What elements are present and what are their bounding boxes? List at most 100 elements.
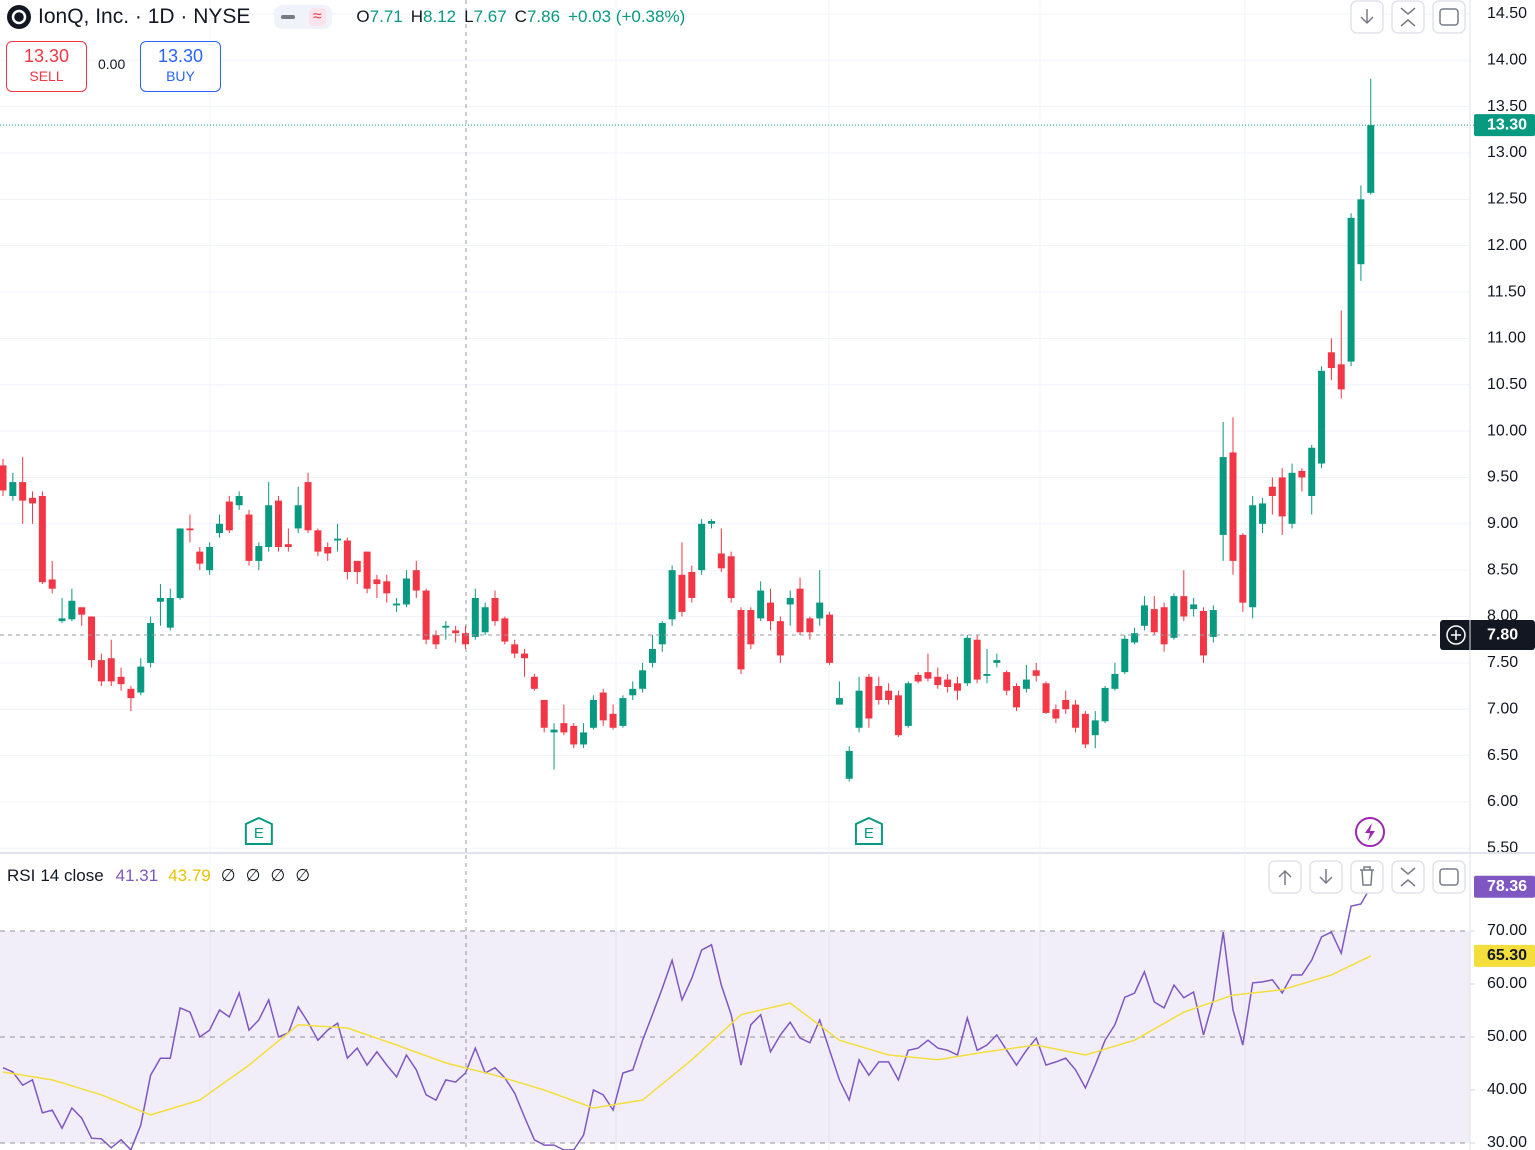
rsi-legend-value: 43.79: [168, 866, 211, 885]
rsi-legend-value: ∅: [270, 866, 286, 885]
y-tick-label: 6.00: [1487, 793, 1518, 810]
y-tick-label: 13.00: [1487, 144, 1527, 161]
candle-body: [835, 698, 843, 705]
y-tick-label: 13.50: [1487, 98, 1527, 115]
candle-body: [540, 699, 548, 728]
candle-body: [265, 505, 273, 547]
candle-body: [1140, 605, 1148, 626]
candle-body: [737, 610, 745, 670]
candle-body: [225, 501, 233, 531]
candle-body: [1091, 720, 1099, 736]
y-tick-label: 9.50: [1487, 469, 1518, 486]
y-tick-label: 14.50: [1487, 5, 1527, 22]
rsi-tick-label: 30.00: [1487, 1134, 1527, 1150]
candle-body: [186, 528, 194, 531]
candle-body: [914, 674, 922, 682]
candle-body: [1101, 687, 1109, 722]
candle-body: [1288, 472, 1296, 524]
candle-body: [255, 546, 263, 561]
candle-body: [924, 672, 932, 679]
candle-body: [1081, 713, 1089, 745]
y-tick-label: 12.50: [1487, 191, 1527, 208]
rsi-title[interactable]: RSI: [7, 866, 36, 885]
y-tick-label: 12.00: [1487, 237, 1527, 254]
rsi-line: [2, 886, 1372, 1150]
candle-body: [698, 523, 706, 571]
candle-body: [383, 581, 391, 594]
candle-body: [334, 538, 342, 541]
ohlc-value: 8.12: [423, 7, 457, 26]
candle-body: [1121, 638, 1129, 673]
candle-body: [117, 676, 125, 685]
candle-body: [1160, 607, 1168, 645]
candle-body: [816, 602, 824, 619]
candle-body: [904, 683, 912, 726]
ohlc-value: 7.71: [369, 7, 403, 26]
earnings-marker: [244, 816, 273, 845]
candle-body: [294, 505, 302, 529]
candle-body: [245, 514, 253, 561]
buy-label: BUY: [166, 68, 195, 84]
crosshair-plus: [1451, 630, 1461, 641]
candle-body: [235, 495, 243, 506]
candle-body: [196, 551, 204, 564]
candle-body: [412, 570, 420, 591]
ohlc-item: L7.67: [464, 7, 507, 27]
y-tick-label: 10.50: [1487, 376, 1527, 393]
candle-body: [1209, 610, 1217, 637]
candle-body: [1072, 704, 1080, 728]
candle-body: [461, 633, 469, 645]
candle-body: [747, 610, 755, 645]
candle-body: [422, 590, 430, 640]
candle-body: [9, 482, 17, 496]
price-box: [1474, 114, 1535, 137]
candle-body: [953, 683, 961, 691]
sell-button[interactable]: 13.30 SELL: [6, 41, 87, 92]
candle-body: [107, 658, 115, 682]
change: +0.03 (+0.38%): [568, 7, 686, 26]
ohlc-value: 7.67: [473, 7, 507, 26]
ohlc-item: H8.12: [411, 7, 456, 27]
candle-body: [1111, 673, 1119, 689]
candle-body: [452, 630, 460, 634]
candle-body: [580, 732, 588, 745]
candle-body: [1318, 370, 1326, 464]
candle-body: [678, 574, 686, 612]
candle-body: [0, 465, 7, 491]
rsi-legend-value: ∅: [220, 866, 236, 885]
candle-body: [1022, 679, 1030, 689]
candle-body: [166, 597, 174, 628]
earnings-label: E: [864, 825, 874, 842]
candle-body: [432, 635, 440, 645]
candle-body: [826, 614, 834, 663]
candle-body: [619, 698, 627, 726]
symbol-title[interactable]: IonQ, Inc. · 1D · NYSE: [38, 5, 251, 28]
y-tick-label: 9.00: [1487, 515, 1518, 532]
y-tick-label: 7.50: [1487, 654, 1518, 671]
candle-body: [1278, 477, 1286, 517]
candle-body: [29, 497, 37, 504]
candle-body: [1337, 364, 1345, 390]
candle-body: [1298, 470, 1306, 478]
candle-body: [757, 590, 765, 619]
candle-body: [19, 482, 27, 501]
last-value-box: [1474, 944, 1535, 967]
status-pill[interactable]: ≈: [274, 5, 333, 29]
candle-body: [215, 523, 223, 534]
candle-body: [343, 540, 351, 573]
candle-body: [206, 546, 214, 571]
buy-button[interactable]: 13.30 BUY: [140, 41, 221, 92]
candle-body: [875, 686, 883, 700]
candle-body: [363, 551, 371, 589]
y-tick-label: 7.00: [1487, 700, 1518, 717]
candle-body: [648, 648, 656, 663]
candle-body: [1199, 610, 1207, 656]
candle-body: [1032, 670, 1040, 676]
candle-body: [402, 578, 410, 605]
candle-body: [1042, 683, 1050, 713]
candle-body: [767, 602, 775, 622]
last-value-label: 78.36: [1487, 878, 1527, 895]
candle-body: [1308, 447, 1316, 496]
